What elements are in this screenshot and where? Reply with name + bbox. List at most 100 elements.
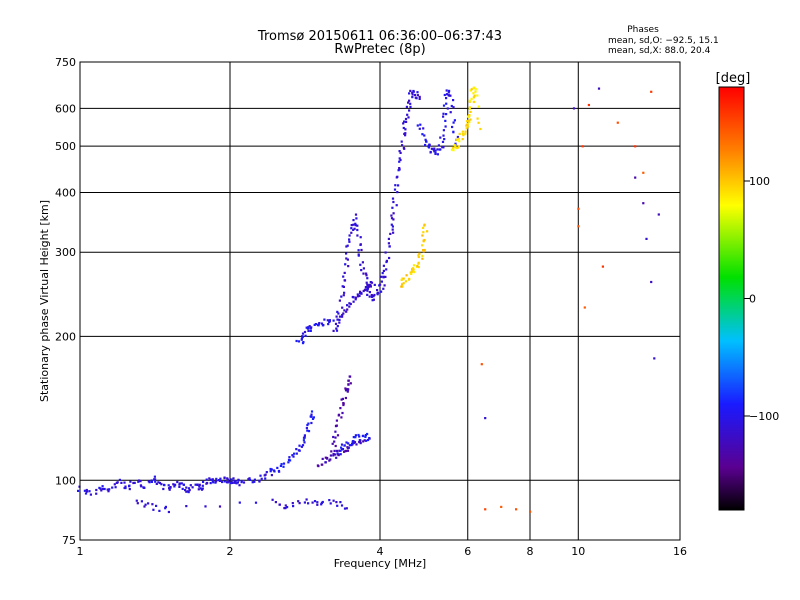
data-point <box>188 489 191 492</box>
data-point <box>417 261 420 264</box>
data-point <box>339 453 342 456</box>
data-point <box>298 502 301 505</box>
data-point <box>365 288 368 291</box>
data-point <box>393 188 397 191</box>
data-point <box>199 487 202 490</box>
data-point <box>368 295 371 298</box>
data-point <box>172 483 175 486</box>
data-point <box>473 100 476 103</box>
data-point <box>453 119 456 122</box>
data-point <box>128 488 131 491</box>
colorbar: [deg] 100 0 −100 <box>716 71 779 511</box>
data-point <box>218 479 221 482</box>
data-point <box>234 480 237 483</box>
data-point <box>342 402 345 405</box>
data-point <box>178 485 181 488</box>
data-point <box>180 482 183 485</box>
data-point <box>342 312 345 315</box>
trace-es-rising <box>269 410 315 473</box>
data-point <box>332 329 335 332</box>
data-point <box>238 484 241 487</box>
data-point <box>204 505 207 508</box>
data-point <box>362 440 365 443</box>
data-point <box>418 95 421 98</box>
data-point <box>124 485 127 488</box>
data-point <box>362 289 365 293</box>
data-point <box>354 436 357 439</box>
data-point <box>301 444 305 447</box>
data-point <box>197 488 200 491</box>
data-point <box>408 92 411 95</box>
data-point <box>449 111 452 114</box>
data-point <box>336 452 339 455</box>
data-point <box>346 447 350 450</box>
data-point <box>421 234 424 237</box>
data-point <box>186 490 189 493</box>
data-point <box>423 134 426 137</box>
data-point <box>320 463 323 466</box>
data-point <box>157 481 160 484</box>
data-point <box>336 504 339 507</box>
data-point <box>301 332 305 335</box>
data-point <box>344 387 347 390</box>
data-point <box>150 479 153 482</box>
data-point <box>358 439 361 442</box>
data-point <box>343 444 346 447</box>
data-point <box>418 127 421 130</box>
data-point <box>265 471 268 474</box>
data-point <box>128 484 131 487</box>
data-point <box>346 258 349 261</box>
data-point <box>357 295 360 298</box>
data-point <box>634 145 637 148</box>
data-point <box>184 489 187 492</box>
data-point <box>284 507 287 510</box>
data-point <box>326 456 329 460</box>
colorbar-ticks: 100 0 −100 <box>744 175 779 423</box>
data-point <box>458 140 461 143</box>
data-point <box>360 248 363 252</box>
data-point <box>354 434 357 437</box>
data-point <box>366 277 369 280</box>
data-point <box>450 148 454 151</box>
data-point <box>367 286 370 289</box>
data-point <box>360 292 363 295</box>
data-point <box>343 450 346 453</box>
data-point <box>456 135 459 139</box>
data-point <box>333 449 336 452</box>
data-point <box>370 294 373 297</box>
y-tick-label: 75 <box>62 534 76 547</box>
data-point <box>348 305 351 308</box>
data-point <box>332 454 335 457</box>
data-point <box>321 457 324 460</box>
data-point <box>382 287 385 290</box>
data-point <box>422 231 425 234</box>
data-point <box>465 127 468 130</box>
data-point <box>411 96 414 99</box>
data-point <box>201 487 204 490</box>
data-point <box>402 122 405 125</box>
data-point <box>601 265 604 268</box>
data-point <box>422 250 425 253</box>
data-point <box>269 470 272 473</box>
trace-x-lower <box>400 223 429 288</box>
data-point <box>344 263 347 266</box>
data-point <box>484 417 487 420</box>
data-point <box>136 502 139 505</box>
data-point <box>581 145 584 148</box>
data-point <box>416 124 419 127</box>
data-point <box>411 91 414 94</box>
data-point <box>371 299 374 302</box>
data-point <box>349 302 352 306</box>
data-point <box>529 510 532 513</box>
data-point <box>422 127 425 130</box>
data-point <box>332 499 335 502</box>
data-point <box>423 224 426 227</box>
data-point <box>391 228 394 231</box>
data-point <box>332 319 335 322</box>
data-point <box>288 456 291 459</box>
data-point <box>398 150 401 153</box>
data-point <box>271 498 274 501</box>
data-point <box>270 474 273 477</box>
data-point <box>350 231 353 234</box>
data-point <box>397 184 400 187</box>
